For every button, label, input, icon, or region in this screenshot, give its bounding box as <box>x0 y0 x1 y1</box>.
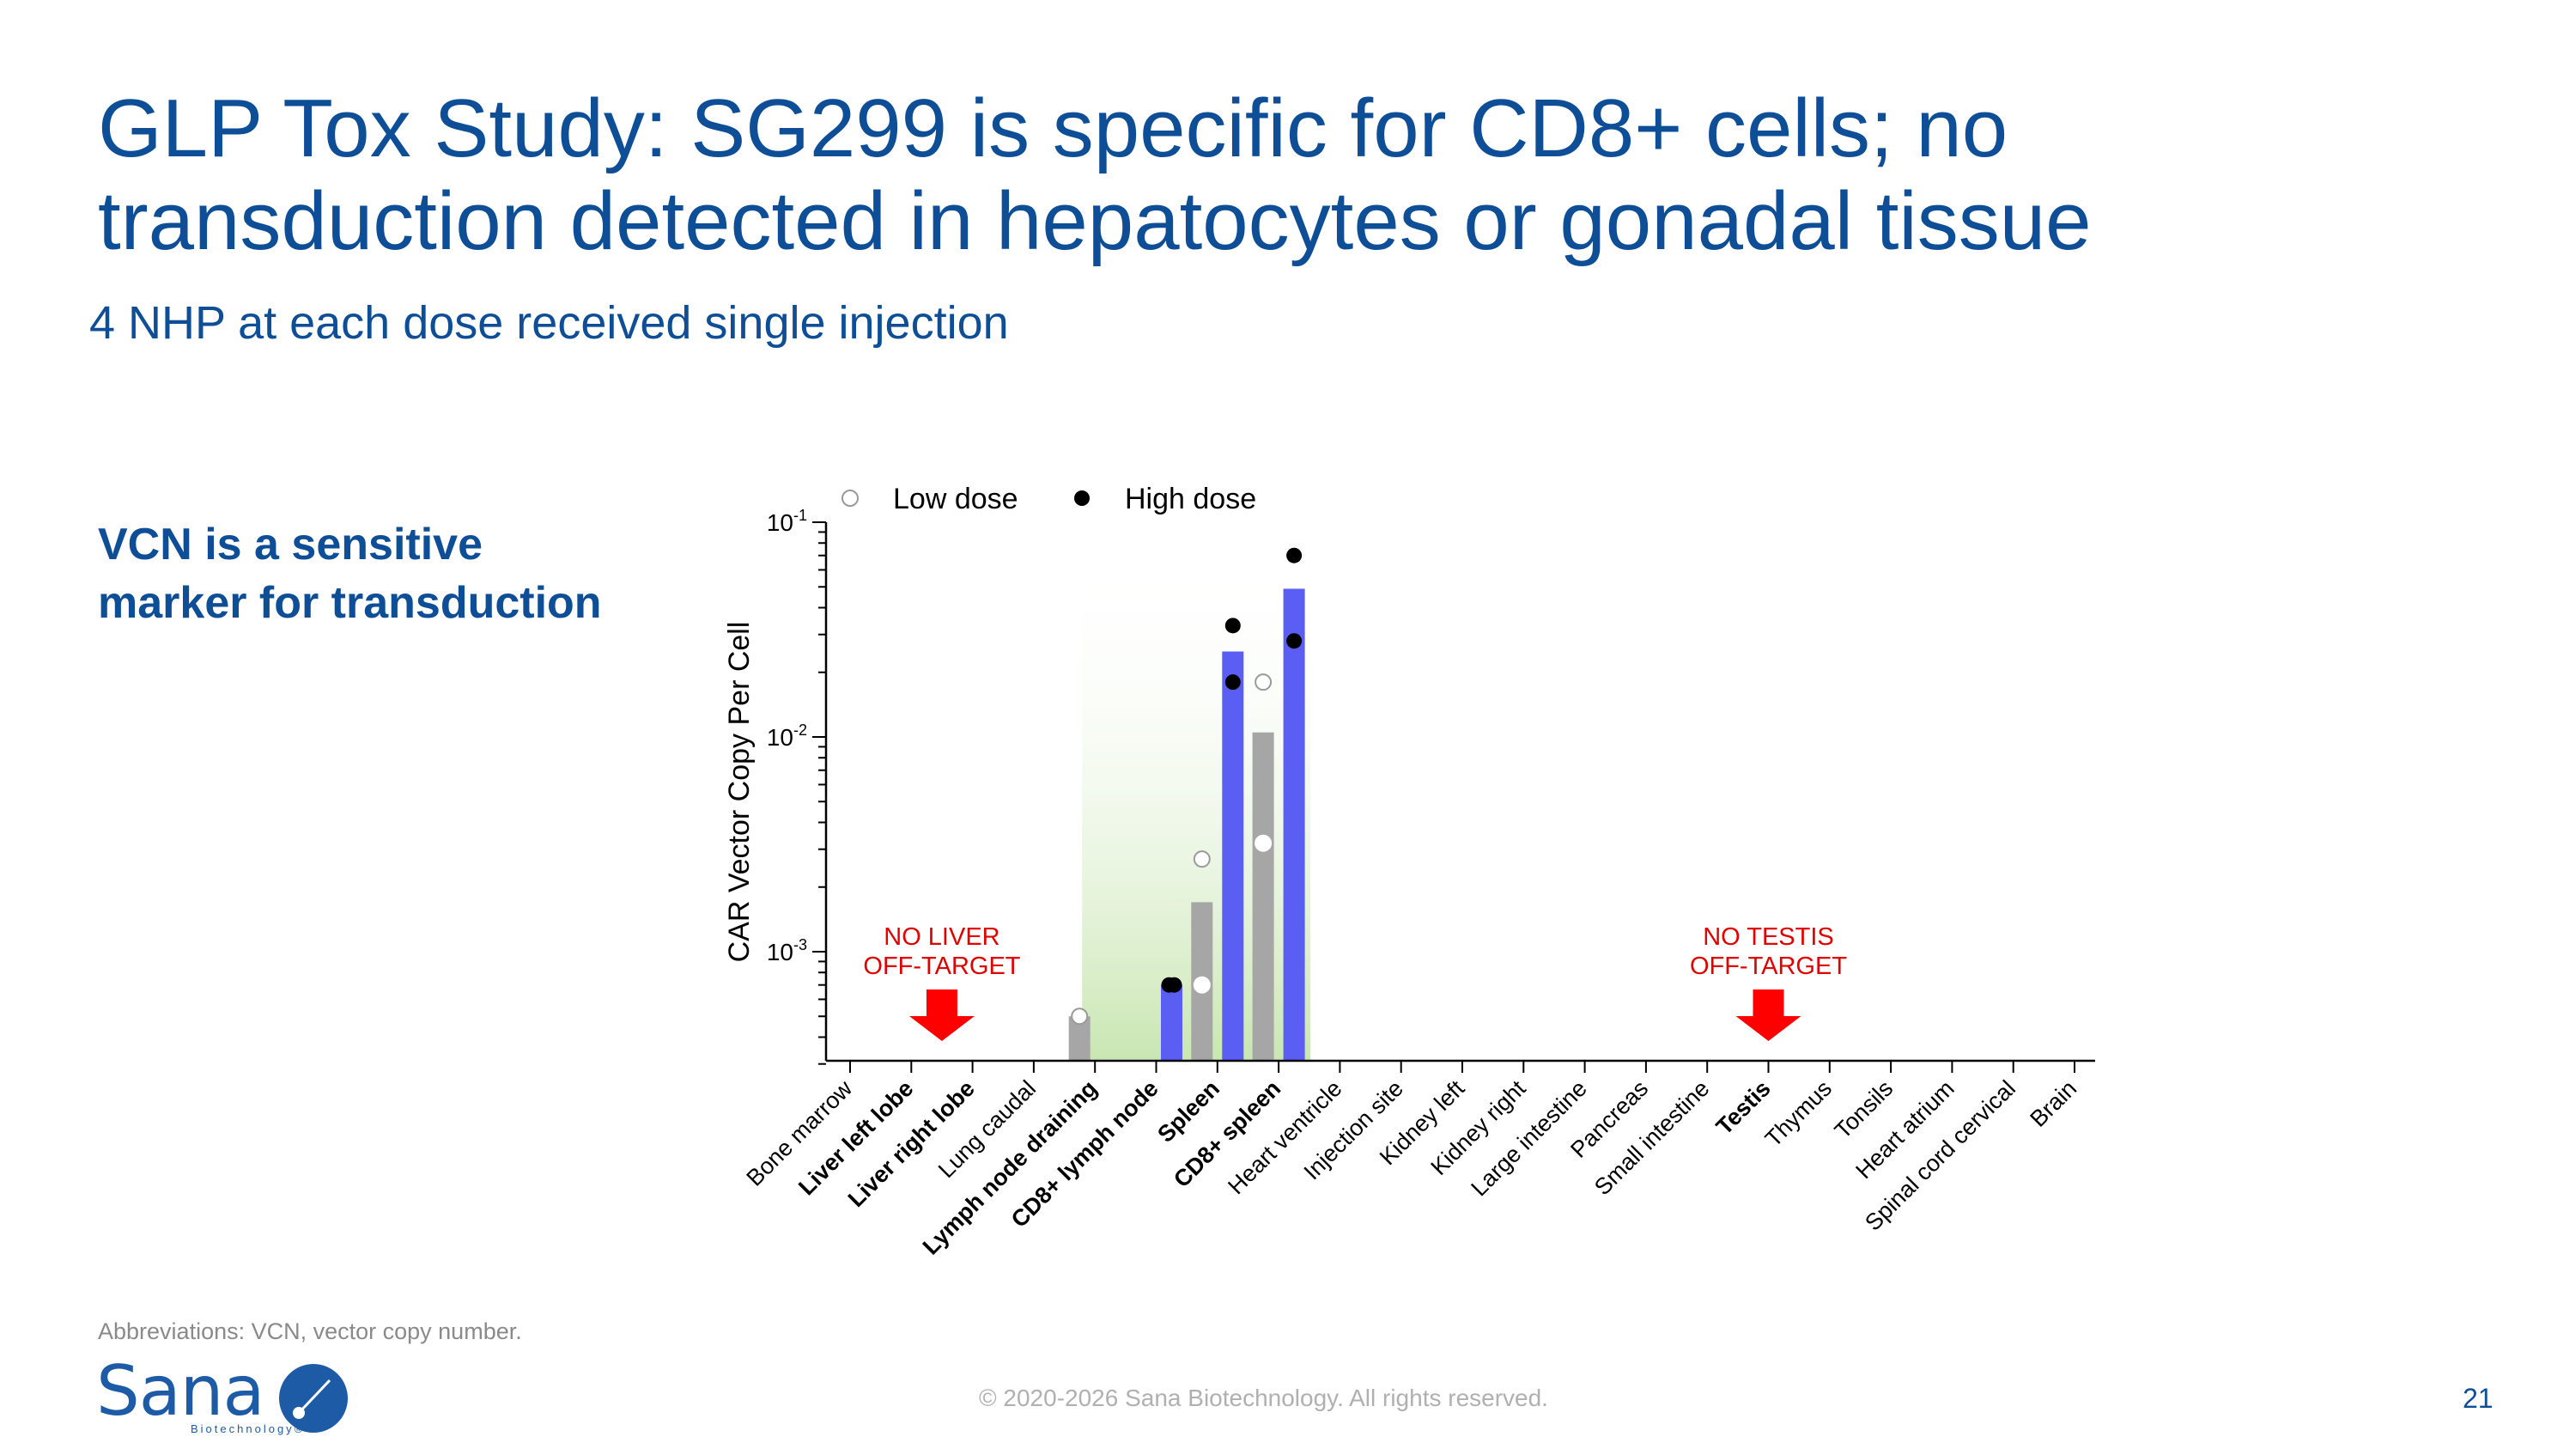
bar-high-5 <box>1161 984 1182 1061</box>
point-high-7-1 <box>1286 633 1303 649</box>
point-low-6-1 <box>1193 976 1211 994</box>
annotation-line2-1: OFF-TARGET <box>1690 953 1847 980</box>
annotation-line1-1: NO TESTIS <box>1703 923 1834 951</box>
y-axis-label: CAR Vector Copy Per Cell <box>723 622 756 963</box>
point-low-4-0 <box>1071 1008 1089 1026</box>
x-tick-label-16: Thymus <box>1760 1075 1837 1152</box>
legend-marker-high <box>1074 490 1090 506</box>
down-arrow-icon <box>908 989 975 1041</box>
logo-subtext: Biotechnology® <box>191 1422 306 1435</box>
bar-low-7 <box>1252 732 1274 1061</box>
y-tick-label-0: 10-3 <box>767 936 807 965</box>
down-arrow-icon <box>1735 989 1801 1041</box>
point-high-6-0 <box>1224 618 1241 634</box>
title-line-1: GLP Tox Study: SG299 is specific for CD8… <box>98 82 2008 174</box>
legend-label-high: High dose <box>1125 483 1256 515</box>
page-number: 21 <box>2463 1383 2494 1414</box>
point-high-5-1 <box>1166 977 1182 993</box>
callout-line-2: marker for transduction <box>98 578 602 628</box>
y-tick-label-1: 10-2 <box>767 721 807 751</box>
bar-high-6 <box>1222 651 1244 1061</box>
title-line-2: transduction detected in hepatocytes or … <box>98 175 2092 267</box>
point-low-7-0 <box>1255 673 1273 691</box>
point-high-7-0 <box>1286 547 1303 563</box>
bar-high-7 <box>1283 588 1305 1061</box>
legend-marker-low <box>841 490 859 507</box>
slide-subtitle: 4 NHP at each dose received single injec… <box>89 297 1009 349</box>
y-tick-label-2: 10-1 <box>767 507 807 536</box>
logo-wordmark: Sana <box>96 1351 265 1431</box>
point-low-6-0 <box>1193 850 1211 868</box>
x-tick-label-0: Bone marrow <box>741 1075 857 1191</box>
callout-text: VCN is a sensitive marker for transducti… <box>98 515 602 632</box>
slide-title: GLP Tox Study: SG299 is specific for CD8… <box>98 82 2416 268</box>
annotation-line2-0: OFF-TARGET <box>863 953 1020 980</box>
legend-label-low: Low dose <box>893 483 1018 515</box>
logo-circle-icon <box>279 1364 348 1433</box>
x-tick-label-7: CD8+ spleen <box>1169 1075 1285 1192</box>
point-high-6-1 <box>1224 674 1241 691</box>
annotation-line1-0: NO LIVER <box>884 923 999 951</box>
footnote: Abbreviations: VCN, vector copy number. <box>98 1318 522 1344</box>
copyright: © 2020-2026 Sana Biotechnology. All righ… <box>979 1385 1548 1411</box>
point-low-7-1 <box>1255 834 1273 852</box>
x-tick-label-20: Brain <box>2025 1075 2081 1132</box>
callout-line-1: VCN is a sensitive <box>98 520 483 569</box>
